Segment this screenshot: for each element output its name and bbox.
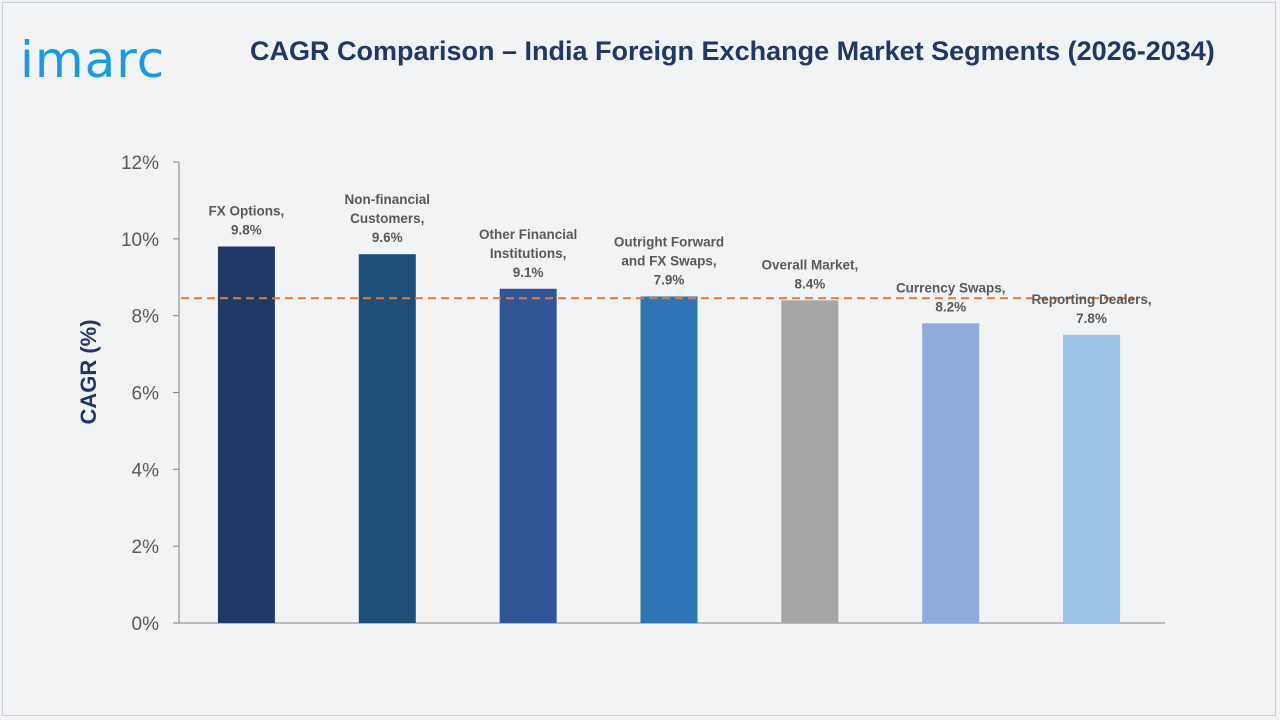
y-tick-label: 8%	[132, 307, 160, 328]
bar	[358, 254, 416, 623]
data-label: Currency Swaps, 8.2%	[896, 280, 1006, 314]
data-labels: FX Options, 9.8% Non-financial Customers, 9.…	[209, 192, 1152, 326]
bar	[217, 246, 275, 623]
data-label-line: FX Options,	[209, 204, 285, 219]
data-label-line: Institutions,	[490, 246, 567, 261]
data-label-line: and FX Swaps,	[621, 253, 716, 268]
data-label: Other Financial Institutions, 9.1%	[479, 227, 577, 280]
data-label-line: 9.6%	[372, 230, 403, 245]
data-label: Non-financial Customers, 9.6%	[345, 192, 431, 245]
bars	[217, 246, 1121, 623]
data-label-line: Outright Forward	[614, 234, 724, 249]
bar	[640, 296, 698, 623]
y-tick-label: 10%	[121, 230, 159, 251]
data-label-line: 8.4%	[794, 276, 825, 291]
data-label-line: 9.1%	[513, 265, 544, 280]
y-tick-label: 0%	[132, 614, 160, 635]
bar	[499, 288, 557, 623]
data-label: Overall Market, 8.4%	[761, 257, 858, 291]
data-label: Outright Forward and FX Swaps, 7.9%	[614, 234, 724, 287]
data-label-line: 9.8%	[231, 223, 262, 238]
data-label-line: Currency Swaps,	[896, 280, 1006, 295]
y-tick-label: 2%	[132, 537, 160, 558]
logo-text: imarc	[20, 31, 166, 89]
data-label-line: Non-financial	[345, 192, 431, 207]
bar	[781, 300, 839, 623]
y-tick-label: 4%	[132, 460, 160, 481]
chart-title: CAGR Comparison – India Foreign Exchange…	[250, 36, 1215, 66]
data-label-line: Other Financial	[479, 227, 577, 242]
y-axis-label: CAGR (%)	[76, 319, 101, 424]
data-label-line: Reporting Dealers,	[1032, 292, 1152, 307]
data-label-line: 7.9%	[654, 272, 685, 287]
data-label: Reporting Dealers, 7.8%	[1032, 292, 1152, 326]
data-label-line: Overall Market,	[761, 257, 858, 272]
y-tick-label: 6%	[132, 384, 160, 405]
data-label-line: 7.8%	[1076, 311, 1107, 326]
data-label-line: 8.2%	[935, 299, 966, 314]
bar	[1063, 334, 1121, 623]
imarc-logo: imarc	[20, 30, 165, 90]
data-label-line: Customers,	[350, 211, 424, 226]
data-label: FX Options, 9.8%	[209, 204, 285, 238]
bar	[922, 323, 980, 623]
y-tick-label: 12%	[121, 153, 159, 174]
